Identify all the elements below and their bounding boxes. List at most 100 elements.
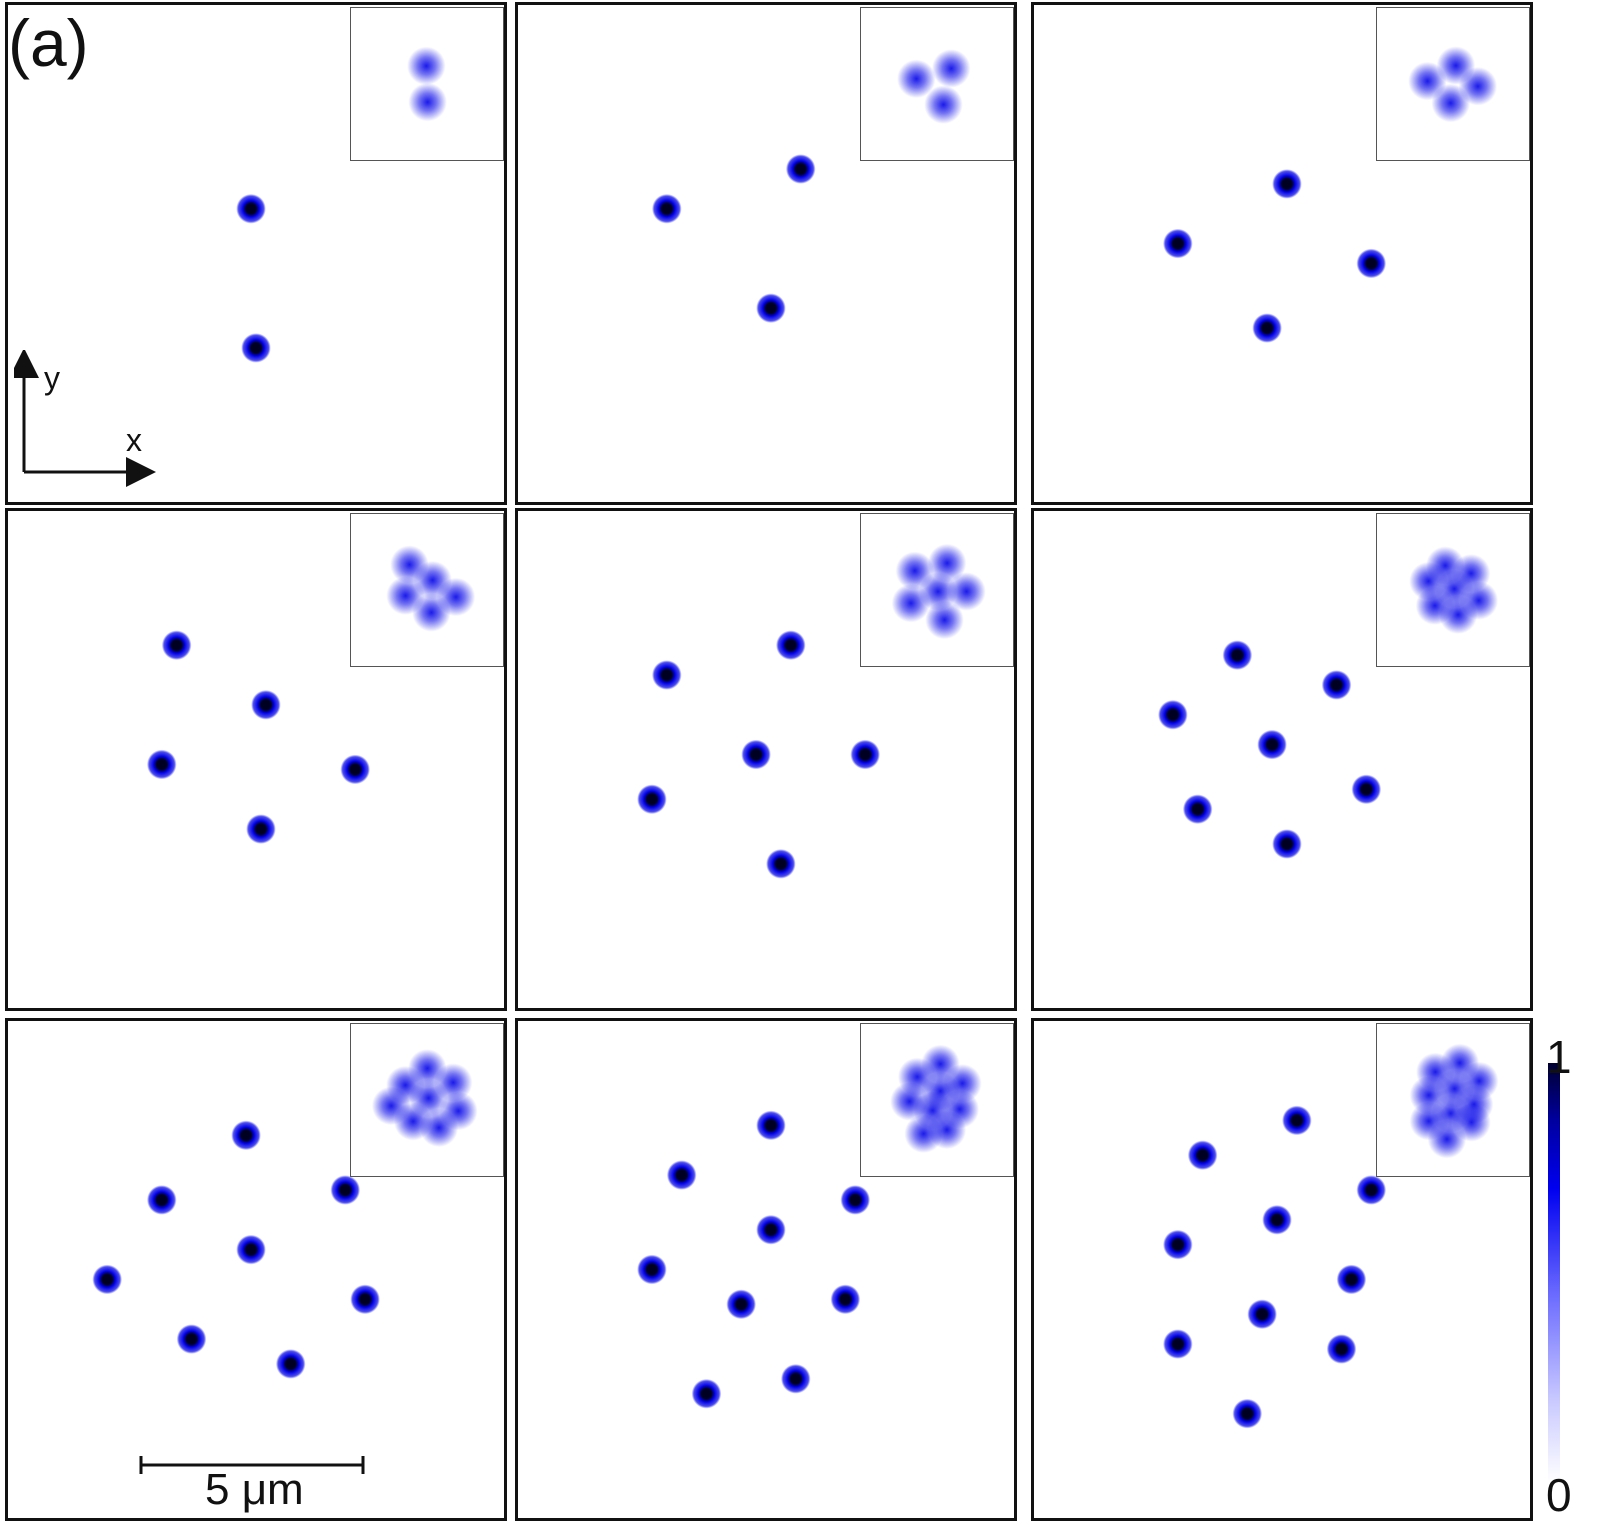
spot-field bbox=[1158, 640, 1382, 859]
colorbar-max-label: 1 bbox=[1546, 1031, 1572, 1083]
inset-spot bbox=[897, 59, 936, 99]
spot bbox=[780, 1364, 811, 1394]
spot bbox=[251, 690, 281, 720]
colorbar bbox=[1548, 1063, 1560, 1483]
spot bbox=[146, 749, 177, 780]
panel-8 bbox=[515, 1018, 1017, 1521]
spot bbox=[146, 1185, 177, 1215]
inset-spot bbox=[412, 593, 451, 632]
panel-6 bbox=[1031, 508, 1533, 1011]
spot bbox=[756, 1214, 786, 1245]
inset-1 bbox=[350, 7, 504, 161]
spot bbox=[1262, 1204, 1292, 1235]
inset-spot bbox=[407, 46, 446, 86]
spot bbox=[330, 1175, 361, 1205]
spot bbox=[231, 1120, 261, 1151]
spot bbox=[1187, 1140, 1218, 1171]
spot bbox=[1356, 248, 1387, 279]
spot-field bbox=[92, 1120, 380, 1379]
spot bbox=[1272, 829, 1302, 859]
axes-arrows-icon bbox=[8, 348, 156, 487]
inset-2 bbox=[860, 7, 1014, 161]
inset-spot bbox=[925, 600, 964, 640]
panel-2 bbox=[515, 2, 1017, 505]
inset-8 bbox=[860, 1023, 1014, 1177]
spot-field bbox=[637, 630, 881, 879]
inset-spot bbox=[947, 572, 986, 611]
spot bbox=[350, 1284, 380, 1315]
spot bbox=[275, 1349, 306, 1379]
spot bbox=[1326, 1334, 1357, 1364]
spot bbox=[1163, 228, 1193, 259]
spot bbox=[1247, 1299, 1277, 1330]
inset-spot bbox=[419, 1108, 459, 1148]
spot bbox=[236, 1234, 266, 1265]
panel-label: (a) bbox=[8, 6, 89, 80]
inset-9 bbox=[1376, 1023, 1530, 1177]
spot bbox=[241, 333, 271, 363]
spot bbox=[1163, 1329, 1193, 1359]
inset-spot bbox=[891, 583, 931, 623]
spot-field bbox=[146, 630, 371, 844]
spot bbox=[1182, 794, 1213, 825]
spot-field bbox=[651, 154, 816, 323]
spot bbox=[840, 1185, 871, 1215]
panel-3 bbox=[1031, 2, 1533, 505]
spot bbox=[1232, 1398, 1263, 1429]
spot-field bbox=[637, 1110, 871, 1409]
inset-spot bbox=[1438, 595, 1478, 634]
panel-9 bbox=[1031, 1018, 1533, 1521]
spot bbox=[651, 660, 682, 690]
spot bbox=[1163, 1229, 1193, 1260]
spot bbox=[1336, 1264, 1367, 1295]
spot bbox=[161, 630, 192, 661]
spot bbox=[176, 1324, 207, 1354]
spot bbox=[236, 193, 266, 224]
spot bbox=[756, 1110, 786, 1141]
spot bbox=[1282, 1105, 1312, 1136]
scale-bar bbox=[138, 1455, 368, 1525]
spot bbox=[651, 193, 682, 224]
xy-axes: y x bbox=[8, 348, 164, 490]
spot bbox=[340, 754, 371, 785]
spot-field bbox=[1163, 169, 1387, 343]
inset-4 bbox=[350, 513, 504, 667]
inset-spot bbox=[408, 82, 447, 122]
spot bbox=[246, 814, 276, 844]
spot bbox=[766, 849, 796, 879]
inset-6 bbox=[1376, 513, 1530, 667]
inset-spot bbox=[924, 85, 963, 124]
inset-spot bbox=[904, 1114, 943, 1153]
spot bbox=[666, 1160, 697, 1190]
inset-5 bbox=[860, 513, 1014, 667]
inset-spot bbox=[1427, 1119, 1467, 1159]
spot bbox=[1257, 729, 1287, 760]
spot bbox=[785, 154, 816, 184]
inset-spot bbox=[931, 49, 971, 88]
spot-field bbox=[1163, 1105, 1387, 1429]
spot bbox=[850, 739, 881, 770]
spot bbox=[1351, 774, 1382, 805]
spot bbox=[92, 1264, 123, 1295]
spot bbox=[1356, 1175, 1387, 1205]
panel-7 bbox=[5, 1018, 507, 1521]
scale-bar-label: 5 μm bbox=[205, 1465, 304, 1514]
panel-5 bbox=[515, 508, 1017, 1011]
spot bbox=[1158, 699, 1188, 730]
inset-3 bbox=[1376, 7, 1530, 161]
spot bbox=[726, 1289, 757, 1320]
spot bbox=[1222, 640, 1253, 670]
spot bbox=[637, 1254, 667, 1285]
inset-spot bbox=[1431, 83, 1470, 123]
colorbar-min-label: 0 bbox=[1546, 1469, 1572, 1521]
spot bbox=[741, 739, 771, 770]
spot bbox=[1321, 670, 1352, 700]
spot bbox=[756, 293, 786, 323]
spot bbox=[775, 630, 806, 661]
panel-4 bbox=[5, 508, 507, 1011]
spot bbox=[1252, 313, 1282, 343]
spot bbox=[1272, 169, 1302, 199]
inset-7 bbox=[350, 1023, 504, 1177]
panel-1 bbox=[5, 2, 507, 505]
